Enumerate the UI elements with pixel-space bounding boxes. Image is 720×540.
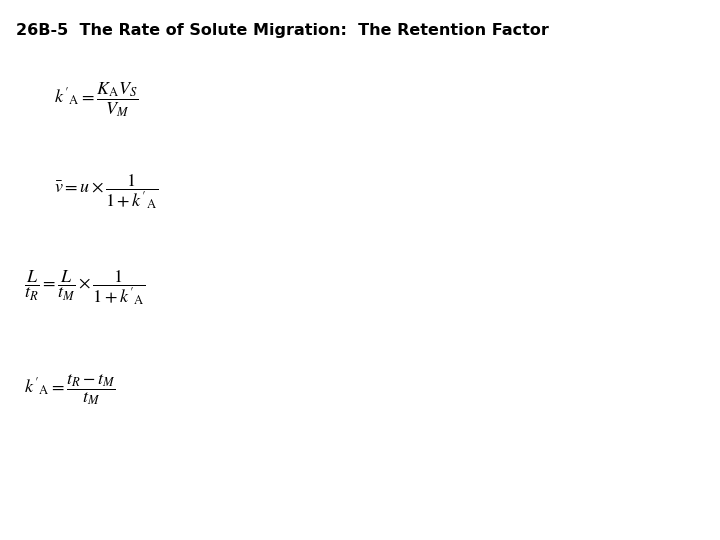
Text: 26B-5  The Rate of Solute Migration:  The Retention Factor: 26B-5 The Rate of Solute Migration: The … (16, 23, 549, 38)
Text: $k'_\mathrm{A} = \dfrac{K_\mathrm{A}V_S}{V_M}$: $k'_\mathrm{A} = \dfrac{K_\mathrm{A}V_S}… (54, 80, 138, 119)
Text: $\bar{v} = u \times \dfrac{1}{1 + k'_\mathrm{A}}$: $\bar{v} = u \times \dfrac{1}{1 + k'_\ma… (54, 172, 158, 211)
Text: $\dfrac{L}{t_R} = \dfrac{L}{t_M} \times \dfrac{1}{1 + k'_\mathrm{A}}$: $\dfrac{L}{t_R} = \dfrac{L}{t_M} \times … (24, 268, 145, 307)
Text: $k'_\mathrm{A} = \dfrac{t_R - t_M}{t_M}$: $k'_\mathrm{A} = \dfrac{t_R - t_M}{t_M}$ (24, 373, 115, 407)
